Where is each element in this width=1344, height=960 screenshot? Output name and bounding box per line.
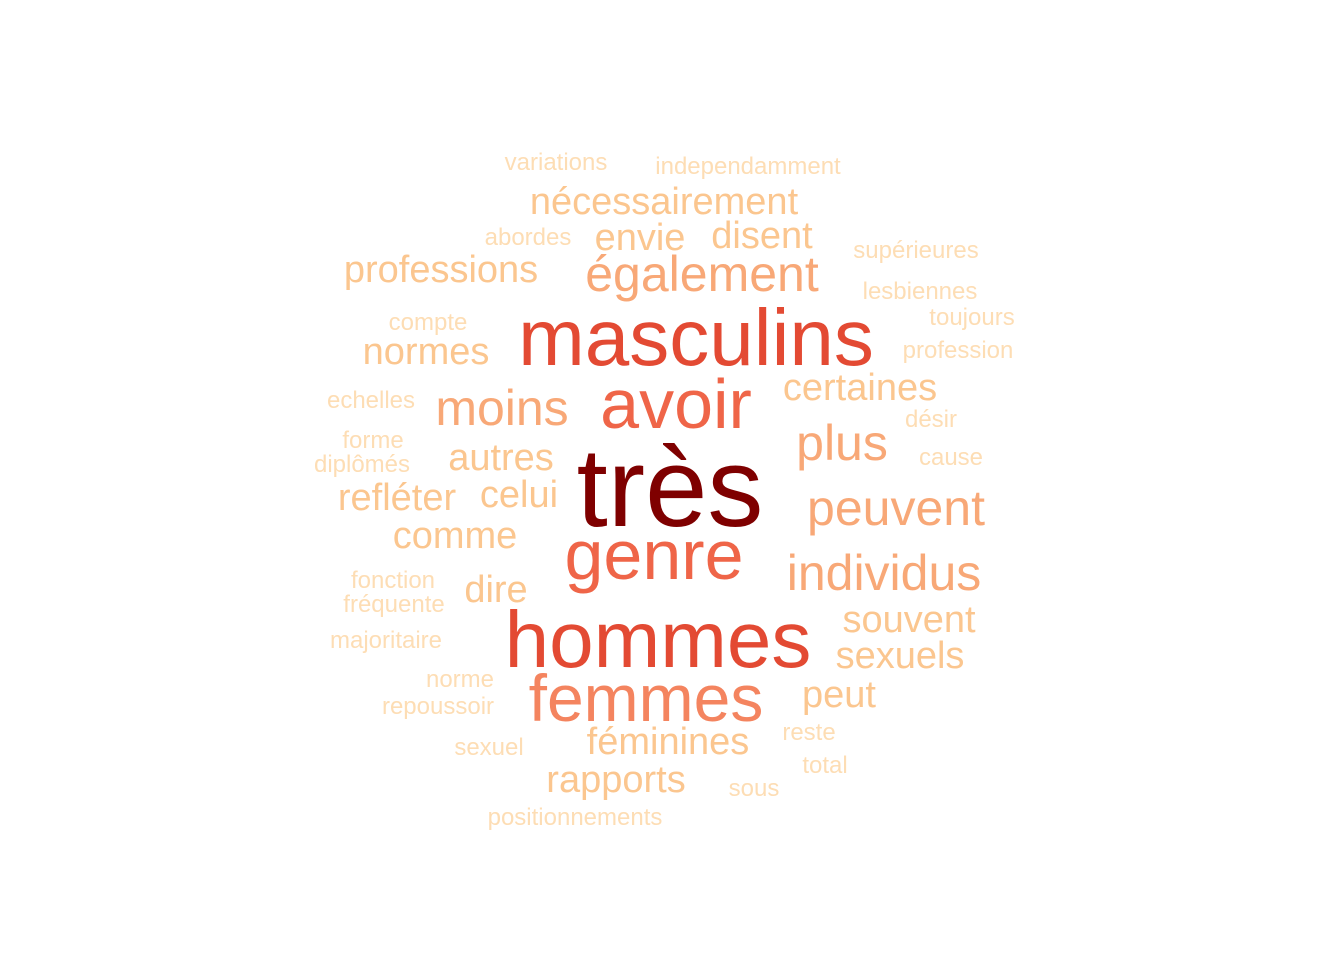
word-profession: profession bbox=[902, 337, 1014, 364]
word-sous: sous bbox=[728, 775, 780, 802]
word-certaines: certaines bbox=[782, 367, 938, 409]
word-plus: plus bbox=[796, 415, 888, 471]
word-desir: désir bbox=[904, 406, 958, 433]
word-lesbiennes: lesbiennes bbox=[862, 278, 978, 305]
word-peuvent: peuvent bbox=[807, 480, 985, 536]
word-genre: genre bbox=[564, 516, 744, 594]
word-normes: normes bbox=[362, 331, 490, 373]
word-professions: professions bbox=[343, 249, 539, 291]
word-frequente: fréquente bbox=[343, 591, 445, 618]
word-sexuels: sexuels bbox=[835, 635, 965, 677]
word-autres: autres bbox=[448, 437, 554, 479]
word-envie: envie bbox=[594, 217, 686, 259]
word-superieures: supérieures bbox=[853, 237, 979, 264]
word-majoritaire: majoritaire bbox=[329, 627, 443, 654]
word-moins: moins bbox=[435, 380, 569, 436]
word-total: total bbox=[802, 752, 848, 779]
word-dire: dire bbox=[464, 569, 528, 611]
word-tres: très bbox=[576, 425, 764, 550]
word-repoussoir: repoussoir bbox=[381, 693, 495, 720]
word-femmes: femmes bbox=[528, 661, 764, 735]
word-refleter: refléter bbox=[337, 477, 457, 519]
word-souvent: souvent bbox=[842, 599, 976, 641]
word-abordes: abordes bbox=[484, 224, 572, 251]
word-fonction: fonction bbox=[350, 567, 436, 594]
word-disent: disent bbox=[711, 215, 813, 257]
word-echelles: echelles bbox=[326, 387, 416, 414]
word-necessairement: nécessairement bbox=[529, 181, 799, 223]
word-positionnements: positionnements bbox=[487, 804, 663, 831]
word-comme: comme bbox=[392, 515, 518, 557]
word-reste: reste bbox=[782, 719, 836, 746]
word-forme: forme bbox=[342, 427, 404, 454]
word-diplomes: diplômés bbox=[313, 451, 411, 478]
word-masculins: masculins bbox=[518, 293, 874, 382]
word-variations: variations bbox=[504, 149, 608, 176]
word-celui: celui bbox=[479, 474, 559, 516]
word-peut: peut bbox=[802, 674, 876, 716]
word-avoir: avoir bbox=[600, 365, 752, 443]
word-toujours: toujours bbox=[929, 304, 1015, 331]
word-feminines: féminines bbox=[586, 721, 750, 763]
word-independamment: independamment bbox=[655, 153, 841, 180]
word-cause: cause bbox=[918, 444, 984, 471]
word-individus: individus bbox=[786, 545, 982, 601]
word-sexuel: sexuel bbox=[454, 734, 524, 761]
word-hommes: hommes bbox=[504, 595, 812, 684]
word-egalement: également bbox=[585, 246, 819, 302]
word-norme: norme bbox=[425, 666, 495, 693]
word-compte: compte bbox=[388, 309, 468, 336]
word-rapports: rapports bbox=[546, 759, 686, 801]
